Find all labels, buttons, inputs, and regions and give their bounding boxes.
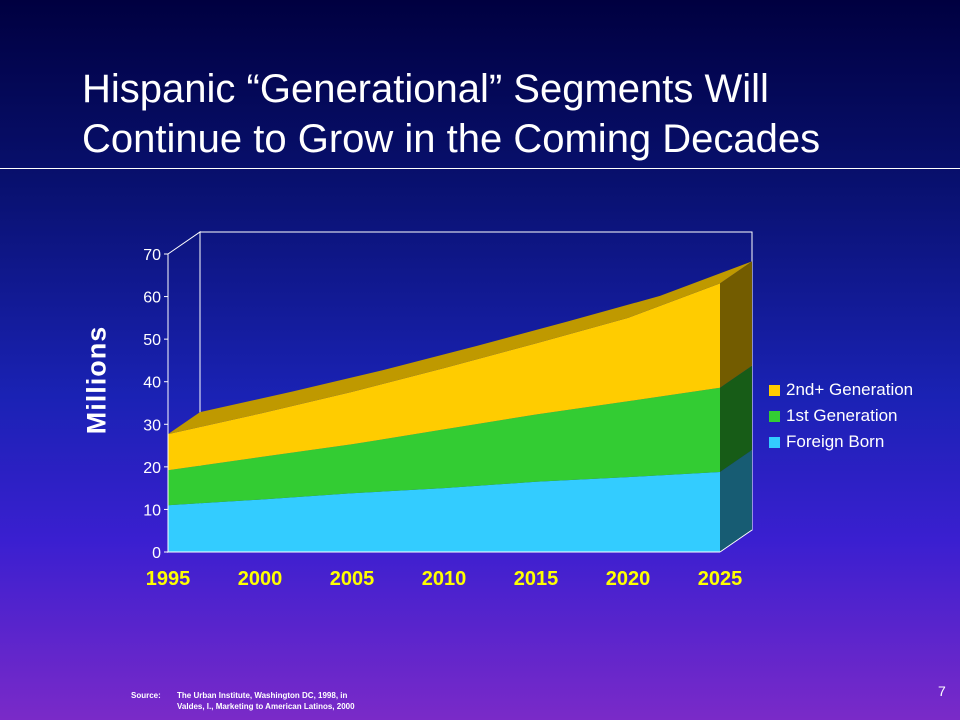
y-tick-label: 0 bbox=[152, 545, 161, 562]
y-tick-label: 10 bbox=[143, 502, 161, 519]
y-tick-label: 40 bbox=[143, 375, 161, 392]
y-tick-label: 60 bbox=[143, 290, 161, 307]
page-number: 7 bbox=[938, 683, 946, 699]
x-tick-label: 2010 bbox=[422, 568, 467, 590]
legend-swatch-2nd-generation bbox=[769, 384, 780, 396]
source-line-2: Valdes, I., Marketing to American Latino… bbox=[177, 702, 355, 711]
y-tick-label: 20 bbox=[143, 460, 161, 477]
x-tick-label: 1995 bbox=[146, 568, 191, 590]
legend-item-foreign-born: Foreign Born bbox=[769, 429, 913, 455]
source-line-1: The Urban Institute, Washington DC, 1998… bbox=[177, 691, 348, 700]
x-tick-label: 2005 bbox=[330, 568, 375, 590]
legend-item-1st-generation: 1st Generation bbox=[769, 403, 913, 429]
source-text: The Urban Institute, Washington DC, 1998… bbox=[177, 690, 437, 712]
x-tick-label: 2020 bbox=[606, 568, 651, 590]
legend: 2nd+ Generation 1st Generation Foreign B… bbox=[769, 377, 913, 455]
legend-swatch-1st-generation bbox=[769, 410, 780, 422]
area-side-2nd-generation bbox=[720, 261, 752, 388]
area-foreign-born bbox=[168, 472, 720, 552]
area-1st-generation bbox=[168, 387, 720, 506]
x-tick-label: 2025 bbox=[698, 568, 743, 590]
source-label: Source: bbox=[131, 691, 161, 700]
title-line-1: Hispanic “Generational” Segments Will bbox=[82, 67, 769, 111]
area-top-2nd-generation bbox=[168, 261, 752, 435]
y-tick-label: 30 bbox=[143, 417, 161, 434]
y-tick-label: 70 bbox=[143, 247, 161, 264]
floor-edge bbox=[719, 529, 753, 553]
title-divider bbox=[0, 168, 960, 169]
legend-label-2nd-generation: 2nd+ Generation bbox=[786, 380, 914, 399]
legend-item-2nd-generation: 2nd+ Generation bbox=[769, 377, 913, 403]
area-2nd-generation bbox=[168, 283, 720, 471]
legend-label-1st-generation: 1st Generation bbox=[786, 406, 898, 425]
area-side-1st-generation bbox=[720, 365, 752, 472]
title-line-2: Continue to Grow in the Coming Decades bbox=[82, 117, 821, 161]
x-tick-label: 2015 bbox=[514, 568, 559, 590]
x-tick-label: 2000 bbox=[238, 568, 283, 590]
page-title: Hispanic “Generational” Segments Will Co… bbox=[82, 64, 942, 164]
legend-swatch-foreign-born bbox=[769, 436, 780, 448]
y-tick-label: 50 bbox=[143, 332, 161, 349]
area-side-foreign-born bbox=[720, 450, 752, 552]
legend-label-foreign-born: Foreign Born bbox=[786, 432, 885, 451]
